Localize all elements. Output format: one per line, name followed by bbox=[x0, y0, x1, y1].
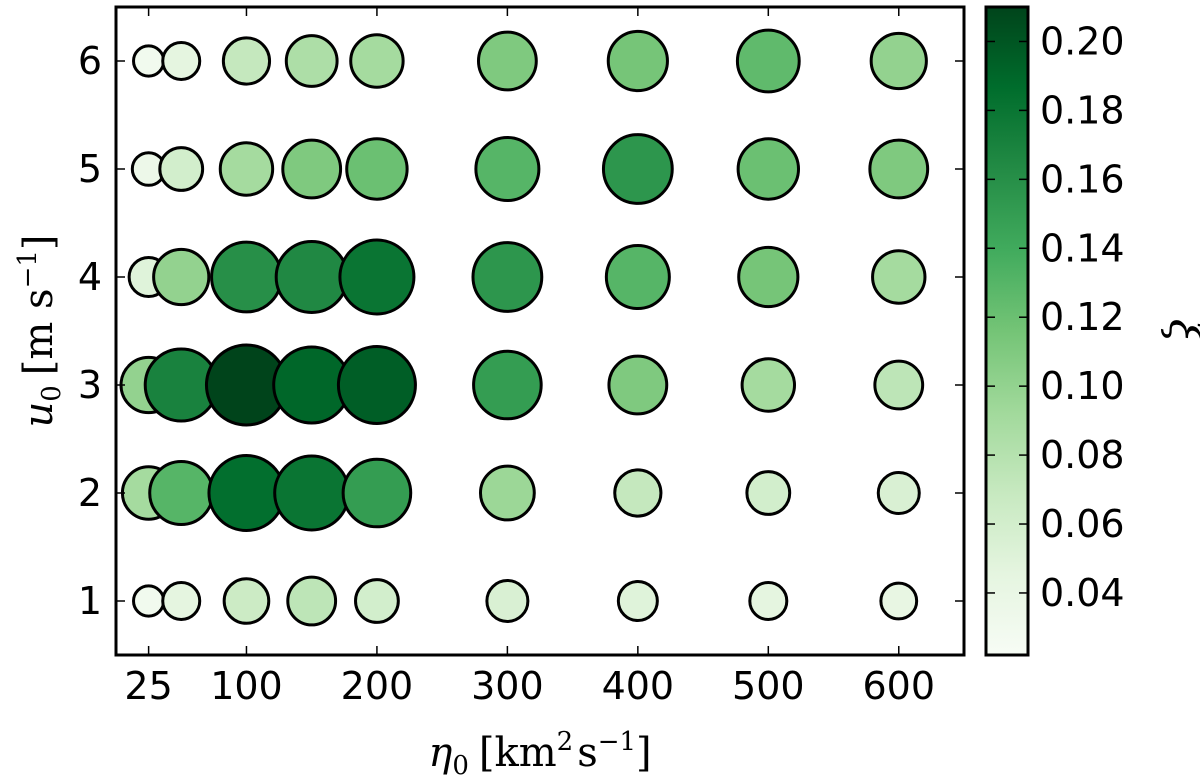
scatter-point bbox=[601, 133, 674, 205]
scatter-point bbox=[222, 577, 271, 625]
points-layer bbox=[119, 28, 930, 627]
scatter-point bbox=[606, 29, 669, 93]
scatter-point bbox=[354, 578, 400, 624]
colorbar-tick-label: 0.12 bbox=[1040, 295, 1125, 339]
scatter-point bbox=[472, 349, 543, 421]
scatter-point bbox=[273, 454, 351, 532]
scatter-point bbox=[868, 138, 930, 200]
scatter-point bbox=[478, 464, 536, 522]
scatter-point bbox=[748, 581, 789, 621]
x-tick-label: 25 bbox=[124, 664, 172, 708]
colorbar-tick-label: 0.16 bbox=[1040, 157, 1125, 201]
x-tick-label: 100 bbox=[210, 664, 283, 708]
scatter-point bbox=[735, 28, 801, 94]
x-tick-label: 300 bbox=[471, 664, 544, 708]
scatter-point bbox=[879, 581, 919, 621]
x-tick-label: 200 bbox=[341, 664, 414, 708]
colorbar-ticks: 0.04 0.06 0.08 0.10 0.12 0.14 0.16 0.18 0.20 bbox=[986, 19, 1125, 615]
scatter-point bbox=[876, 471, 921, 515]
scatter-point bbox=[281, 138, 343, 200]
scatter-point bbox=[210, 240, 283, 314]
colorbar-tick-label: 0.20 bbox=[1040, 19, 1125, 63]
scatter-point bbox=[341, 457, 413, 529]
axes-layer: 25 100 200 300 400 500 600 1 2 3 4 5 6 bbox=[78, 7, 964, 708]
scatter-point bbox=[737, 245, 800, 309]
scatter-point bbox=[607, 354, 669, 416]
scatter-point bbox=[218, 141, 275, 197]
scatter-point bbox=[148, 460, 215, 526]
scatter-point bbox=[471, 241, 544, 313]
scatter-point bbox=[604, 244, 671, 310]
scatter-point bbox=[161, 581, 202, 621]
scatter-point bbox=[286, 575, 338, 627]
scatter-point bbox=[274, 240, 349, 314]
y-tick-label: 3 bbox=[78, 363, 102, 407]
x-tick-label: 500 bbox=[732, 664, 805, 708]
scatter-point bbox=[132, 44, 166, 78]
colorbar-tick-label: 0.08 bbox=[1040, 433, 1125, 477]
scatter-point bbox=[336, 345, 417, 425]
scatter-point bbox=[613, 468, 663, 518]
colorbar bbox=[984, 5, 1030, 657]
scatter-point bbox=[736, 137, 801, 201]
colorbar-label: ξ bbox=[1159, 319, 1200, 346]
scatter-point bbox=[476, 30, 538, 92]
colorbar-tick-label: 0.06 bbox=[1040, 502, 1125, 546]
scatter-point bbox=[873, 359, 925, 411]
scatter-point bbox=[349, 33, 405, 89]
scatter-point bbox=[338, 238, 416, 316]
y-tick-label: 6 bbox=[78, 39, 102, 83]
scatter-point bbox=[207, 454, 286, 532]
scatter-point bbox=[871, 249, 927, 305]
scatter-point bbox=[132, 584, 166, 618]
scatter-point bbox=[740, 357, 797, 413]
scatter-point bbox=[221, 36, 272, 86]
y-tick-label: 2 bbox=[78, 471, 102, 515]
scatter-point bbox=[345, 137, 409, 201]
y-tick-label: 4 bbox=[78, 255, 102, 299]
colorbar-tick-label: 0.10 bbox=[1040, 364, 1125, 408]
scatter-point bbox=[745, 470, 792, 516]
scatter-point bbox=[284, 34, 339, 88]
scatter-point bbox=[616, 580, 659, 622]
colorbar-tick-label: 0.04 bbox=[1040, 571, 1125, 615]
scatter-point bbox=[152, 247, 211, 307]
colorbar-tick-label: 0.18 bbox=[1040, 88, 1125, 132]
x-axis-label: η0 [km2 s−1] bbox=[428, 727, 651, 780]
x-tick-label: 600 bbox=[863, 664, 936, 708]
scatter-point bbox=[869, 31, 928, 91]
x-tick-label: 400 bbox=[602, 664, 675, 708]
colorbar-tick-label: 0.14 bbox=[1040, 226, 1125, 270]
scatter-point bbox=[474, 136, 541, 202]
y-tick-label: 1 bbox=[78, 579, 102, 623]
scatter-point bbox=[161, 41, 202, 81]
scatter-point bbox=[485, 579, 530, 623]
plot-frame bbox=[114, 5, 966, 657]
scatter-point bbox=[158, 146, 205, 192]
y-tick-label: 5 bbox=[78, 147, 102, 191]
y-axis-label: u0[m s−1] bbox=[13, 234, 67, 427]
